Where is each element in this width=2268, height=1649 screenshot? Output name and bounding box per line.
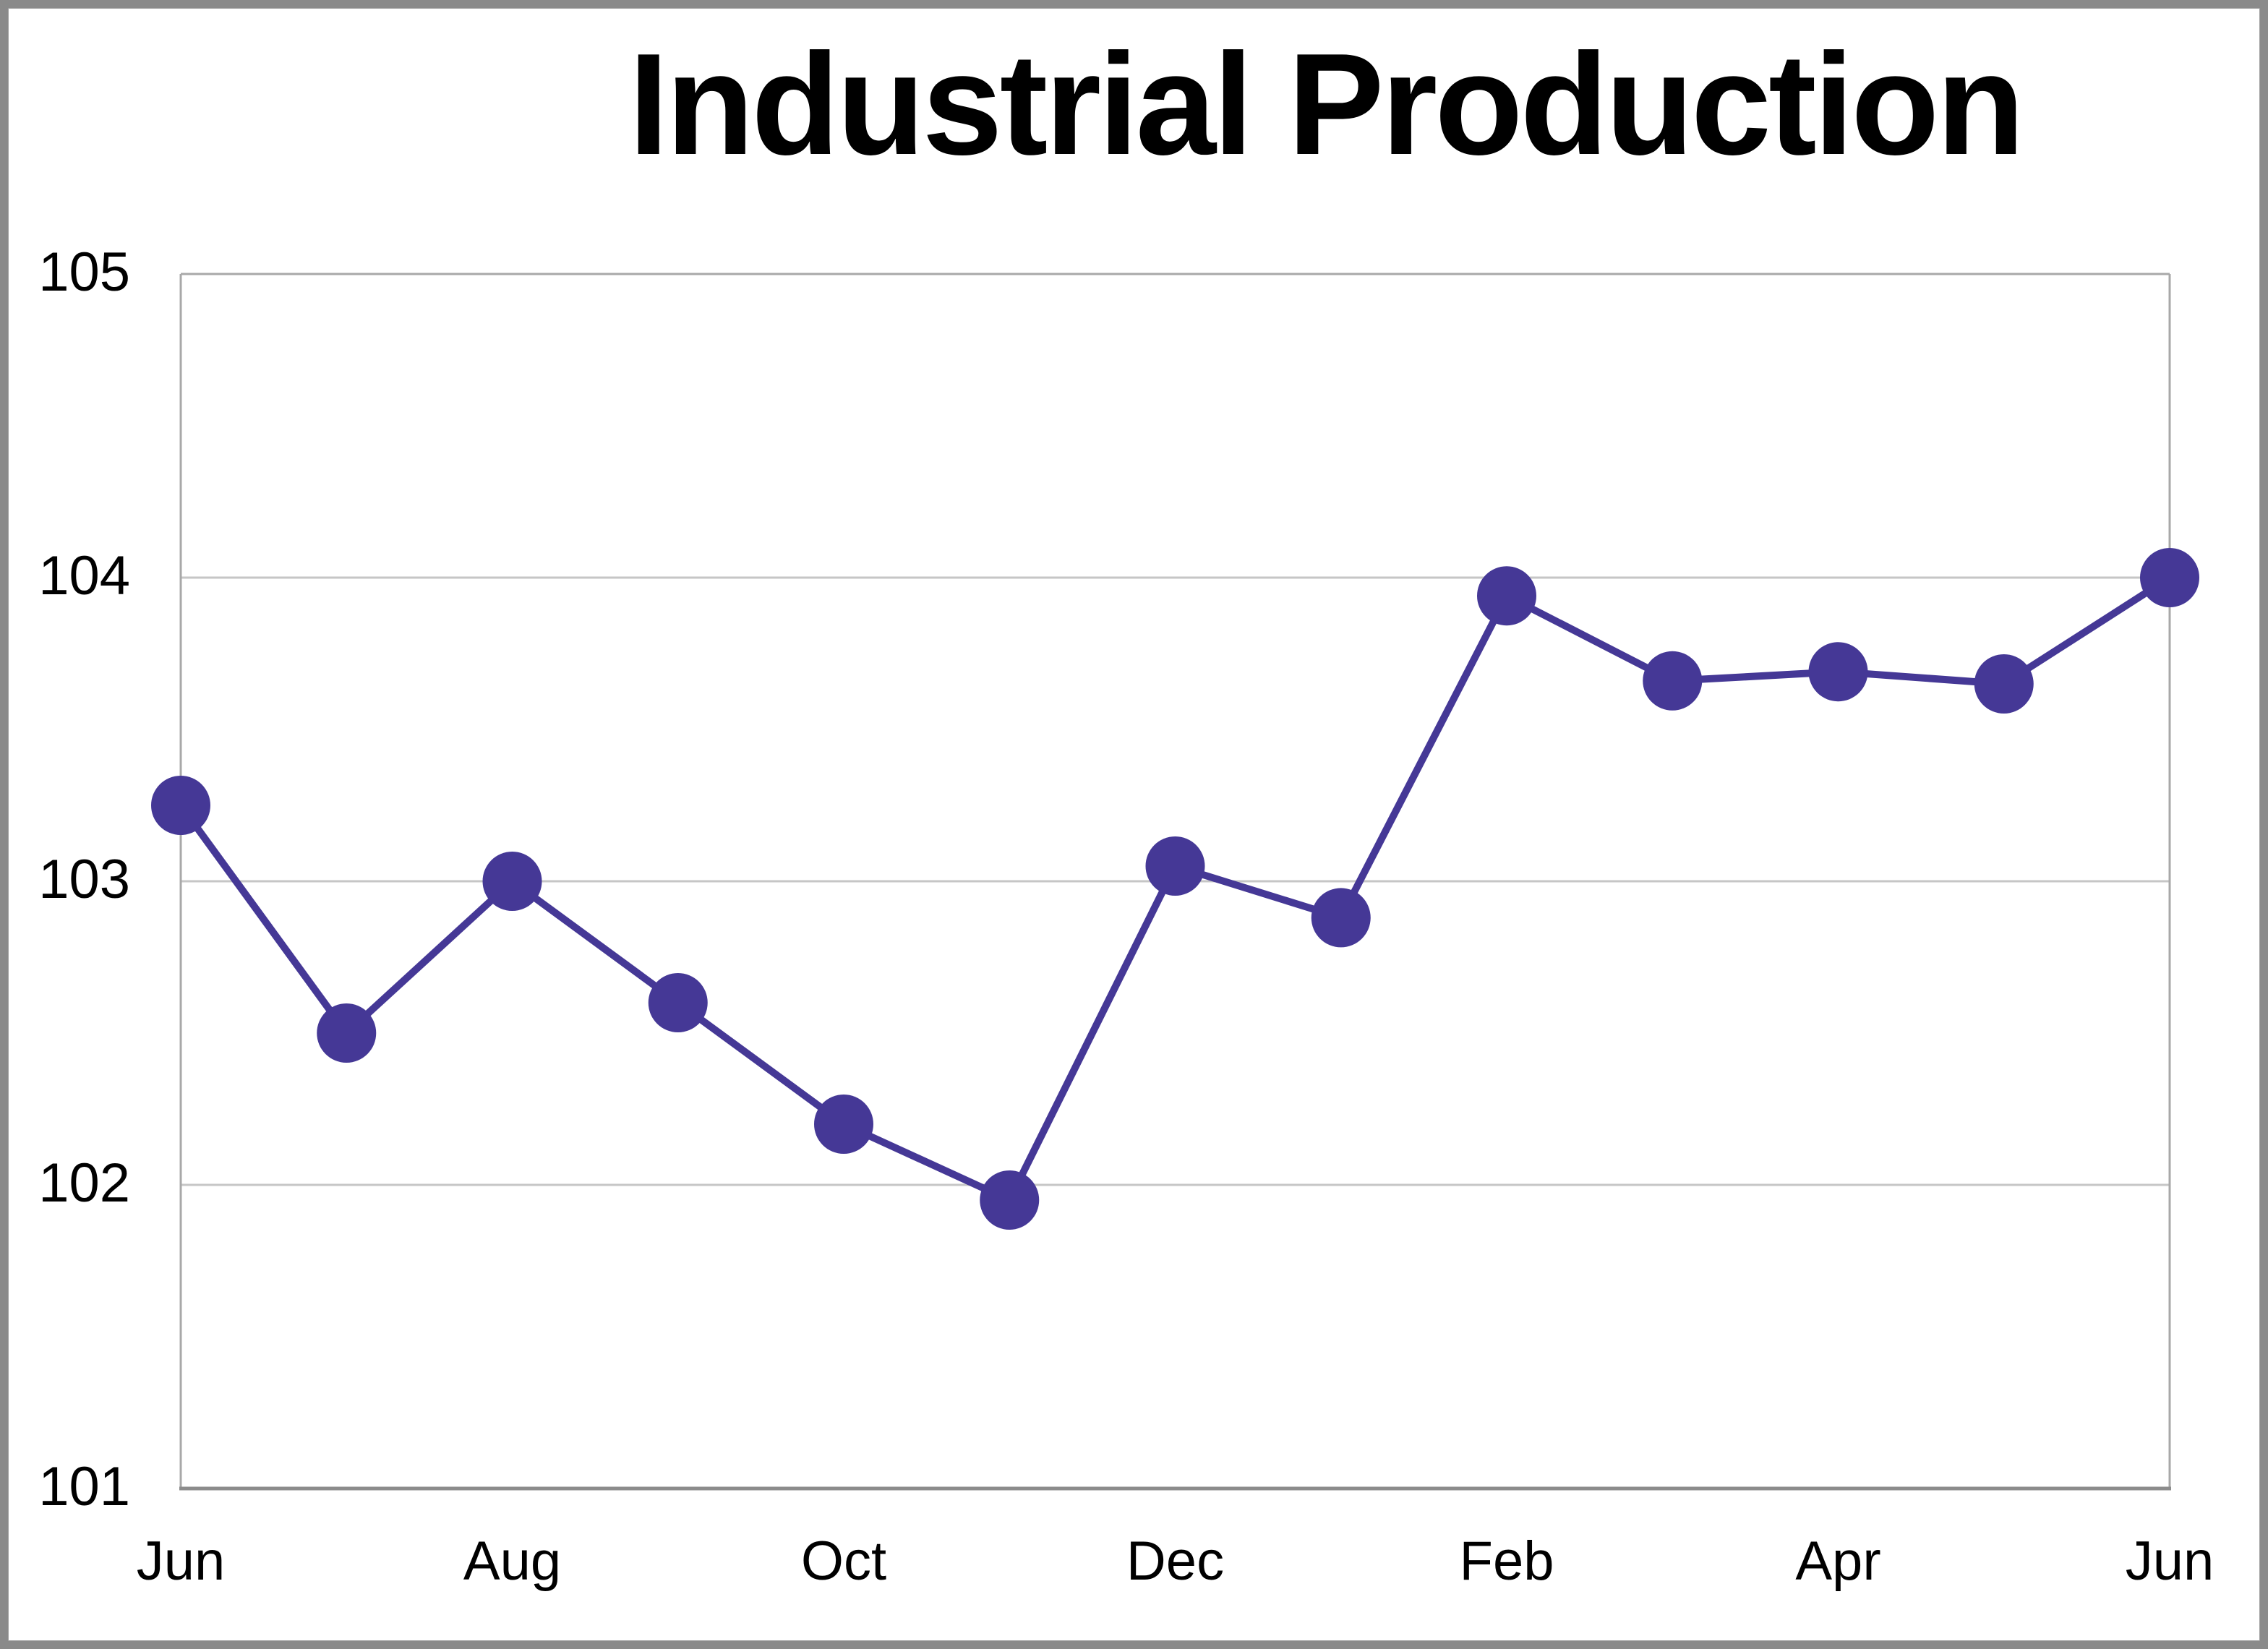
chart-title: Industrial Production [628,24,2024,185]
x-tick-label: Jun [2125,1530,2214,1592]
data-point-marker [980,1170,1040,1230]
data-point-marker [1974,654,2034,714]
data-point-marker [1311,888,1371,948]
data-point-marker [1145,836,1205,896]
data-point-marker [2140,548,2199,607]
data-point-marker [317,1003,377,1063]
y-tick-label: 104 [38,545,130,607]
x-tick-label: Apr [1795,1530,1881,1592]
data-point-marker [648,973,708,1032]
x-tick-label: Dec [1126,1530,1225,1592]
data-point-marker [1643,651,1703,711]
y-tick-label: 102 [38,1152,130,1215]
x-tick-label: Aug [463,1530,562,1592]
y-tick-label: 101 [38,1456,130,1518]
y-tick-label: 103 [38,849,130,911]
data-point-marker [814,1095,873,1154]
data-point-marker [151,776,210,835]
x-tick-label: Oct [800,1530,887,1592]
x-tick-label: Jun [136,1530,226,1592]
data-point-marker [482,852,542,911]
data-point-marker [1477,566,1536,626]
data-point-marker [1808,642,1868,702]
y-tick-label: 105 [38,241,130,304]
x-tick-label: Feb [1459,1530,1554,1592]
